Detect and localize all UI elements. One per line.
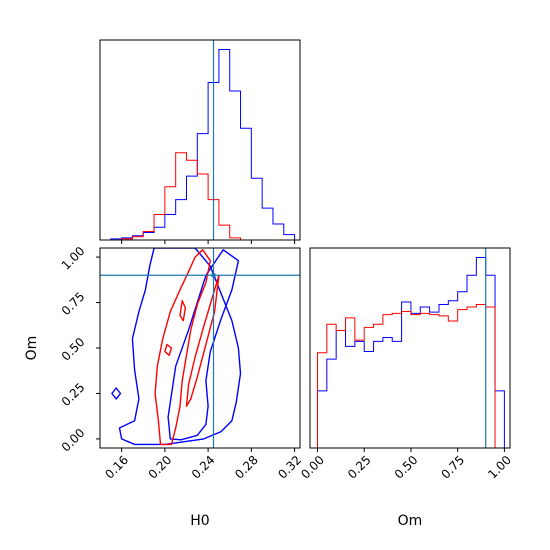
contour-frame [99,247,301,449]
hist-Om-frame [309,247,511,449]
hist-Om-xtick-label-1: 0.25 [345,453,374,482]
contour-xtick-label-4: 0.32 [275,453,304,482]
hist-H0-frame [99,39,301,241]
contour-xtick-label-0: 0.16 [102,453,131,482]
hist-H0-panel [99,39,301,244]
contour-series-1-level-0 [154,249,212,446]
contour-series-1-level-3 [179,300,187,322]
contour-xtick-label-3: 0.28 [232,453,261,482]
contour-ytick-label-2: 0.50 [59,335,88,364]
hist-Om-xtick-label-0: 0.00 [298,453,327,482]
contour-series-0-level-2 [111,387,122,400]
hist-Om-series-1-step [316,304,496,448]
x-axis-label-H0: H0 [190,513,209,529]
contour-series-1-level-2 [164,343,173,356]
hist-H0-series-0-step [100,49,296,240]
hist-Om-panel: 0.00 0.25 0.50 0.75 1.00 Om [298,247,514,529]
hist-Om-series-0-step [316,257,505,448]
hist-Om-xtick-label-4: 1.00 [485,453,514,482]
contour-series-0-level-0 [118,248,242,446]
contour-ytick-label-0: 0.00 [59,426,88,455]
contour-series-1-level-1 [185,274,220,407]
contour-series-0-level-1 [167,249,240,441]
hist-Om-xtick-label-3: 0.75 [438,453,467,482]
contour-xtick-label-2: 0.24 [189,453,218,482]
contour-ytick-label-1: 0.25 [59,380,88,409]
contour-xtick-label-1: 0.20 [146,453,175,482]
contour-truth-marker [211,273,216,278]
contour-panel: 0.16 0.20 0.24 0.28 0.32 0.00 0.25 0.50 0.75 1.00… [24,244,304,529]
contour-ytick-label-3: 0.75 [59,289,88,318]
hist-Om-xtick-label-2: 0.50 [392,453,421,482]
y-axis-label-Om: Om [24,336,40,361]
contour-ytick-label-4: 1.00 [59,244,88,273]
hist-H0-series-1-step [121,152,242,240]
x-axis-label-Om: Om [398,513,423,529]
